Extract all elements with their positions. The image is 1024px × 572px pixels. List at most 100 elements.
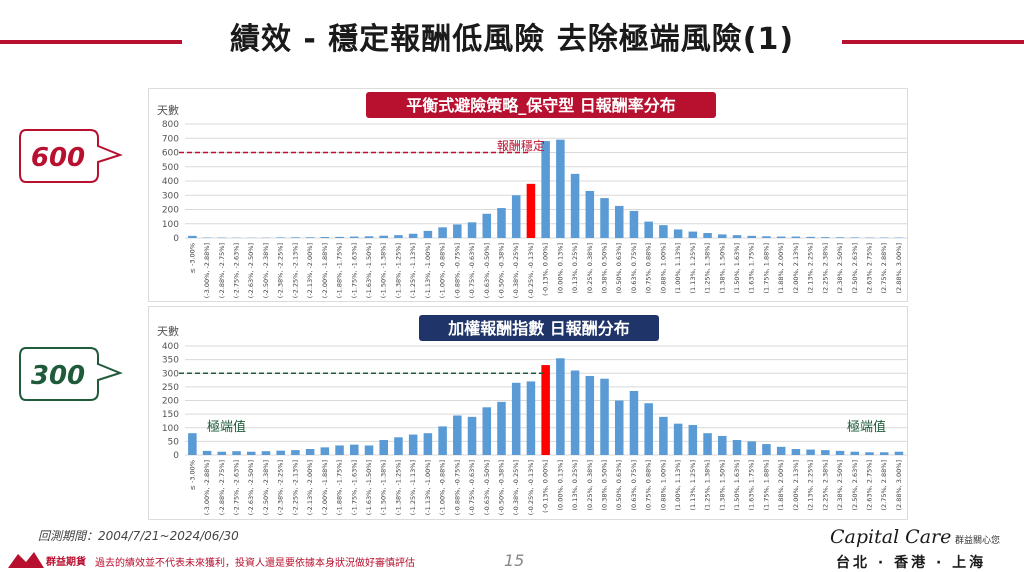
x-tick-label: (0.38%, 0.50%] (601, 460, 609, 511)
x-tick-label: (1.50%, 1.63%] (733, 460, 741, 511)
bar (379, 440, 388, 455)
x-tick-label: (-2.63%, -2.50%] (247, 243, 255, 298)
x-tick-label: (-1.63%, -1.50%] (365, 243, 373, 298)
bar (644, 222, 653, 238)
x-tick-label: (0.50%, 0.63%] (615, 243, 623, 294)
bar (512, 195, 521, 238)
bar (527, 184, 536, 238)
bar (188, 433, 197, 455)
backtest-period: 回測期間：2004/7/21~2024/06/30 (38, 527, 239, 544)
bar (836, 451, 845, 455)
x-tick-label: (-0.13%, 0.00%] (542, 243, 550, 296)
bar (321, 447, 330, 455)
bar (821, 237, 830, 238)
bar (335, 237, 344, 238)
x-tick-label: (-2.75%, -2.63%] (233, 243, 241, 298)
bar (615, 206, 624, 238)
bar (792, 237, 801, 238)
x-tick-label: (-0.25%, -0.13%] (527, 243, 535, 298)
y-tick-label: 300 (162, 191, 179, 201)
y-tick-label: 600 (162, 149, 179, 159)
x-tick-label: (-0.63%, -0.50%] (483, 460, 491, 515)
bar (777, 237, 786, 238)
x-tick-label: (-2.00%, -1.88%] (321, 460, 329, 515)
bar (600, 379, 609, 455)
x-tick-label: (-1.38%, -1.25%] (394, 243, 402, 298)
bar (497, 402, 506, 455)
bar (762, 444, 771, 455)
x-tick-label: (-1.00%, -0.88%] (439, 243, 447, 298)
x-tick-label: (-3.00%, -2.88%] (203, 460, 211, 515)
x-tick-label: (0.75%, 0.88%] (645, 460, 653, 511)
x-tick-label: (-2.38%, -2.25%] (277, 243, 285, 298)
disclaimer: 過去的績效並不代表未來獲利，投資人還是要依據本身狀況做好審慎評估 (95, 554, 415, 569)
bar (674, 229, 683, 238)
y-tick-label: 0 (173, 451, 179, 461)
x-tick-label: (2.13%, 2.25%] (807, 243, 815, 294)
company-name: 群益期貨 (46, 553, 86, 568)
x-tick-label: (1.63%, 1.75%] (748, 460, 756, 511)
chart-bottom-svg: 加權報酬指數 日報酬分布 天數050100150200250300350400 … (149, 307, 907, 519)
bar (615, 401, 624, 456)
title-rule-right (842, 40, 1024, 44)
bar (689, 425, 698, 455)
bar (600, 198, 609, 238)
bar (630, 391, 639, 455)
x-tick-label: (-1.50%, -1.38%] (380, 243, 388, 298)
x-tick-label: (2.50%, 2.63%] (851, 243, 859, 294)
bar (792, 449, 801, 455)
bar (291, 237, 300, 238)
x-tick-label: (-0.88%, -0.75%] (453, 243, 461, 298)
bar (571, 174, 580, 238)
bar (571, 371, 580, 455)
x-tick-label: ≤ -3.00% (188, 460, 196, 491)
x-tick-label: (-1.38%, -1.25%] (394, 460, 402, 515)
x-tick-label: (2.88%, 3.00%] (895, 460, 903, 511)
bar (321, 237, 330, 238)
x-tick-label: (-1.13%, -1.00%] (424, 243, 432, 298)
y-tick-label: 700 (162, 134, 179, 144)
y-axis-label: 天數 (157, 104, 179, 117)
x-tick-label: (-1.50%, -1.38%] (380, 460, 388, 515)
bar (659, 225, 668, 238)
brand-cities: 台北 · 香港 · 上海 (836, 552, 986, 572)
bar (821, 450, 830, 455)
x-tick-label: (-1.63%, -1.50%] (365, 460, 373, 515)
bar (541, 141, 550, 238)
x-tick-label: (1.38%, 1.50%] (718, 243, 726, 294)
bar (218, 452, 227, 455)
bar (247, 452, 256, 455)
bar (703, 433, 712, 455)
bar (438, 227, 447, 238)
y-tick-label: 400 (162, 177, 179, 187)
x-tick-label: (0.13%, 0.25%] (571, 460, 579, 511)
x-tick-label: (2.25%, 2.38%] (821, 460, 829, 511)
bar (541, 365, 550, 455)
x-tick-label: (-2.50%, -2.38%] (262, 460, 270, 515)
x-tick-label: (-2.13%, -2.00%] (306, 243, 314, 298)
bar (512, 383, 521, 455)
x-tick-label: (-1.13%, -1.00%] (424, 460, 432, 515)
bar (394, 437, 403, 455)
x-tick-label: (-0.75%, -0.63%] (468, 243, 476, 298)
bar (276, 451, 285, 455)
page-number: 15 (504, 551, 524, 570)
bar (659, 417, 668, 455)
x-tick-label: (1.75%, 1.88%] (762, 460, 770, 511)
y-tick-label: 150 (162, 410, 179, 420)
x-tick-label: (2.75%, 2.88%] (880, 460, 888, 511)
bar (306, 237, 315, 238)
y-tick-label: 300 (162, 369, 179, 379)
bar (895, 452, 904, 455)
x-tick-label: (1.13%, 1.25%] (689, 460, 697, 511)
title-rule-left (0, 40, 182, 44)
bar (276, 237, 285, 238)
callout-600-text: 600 (31, 143, 85, 173)
x-tick-label: (1.38%, 1.50%] (718, 460, 726, 511)
x-tick-label: (-0.13%, 0.00%] (542, 460, 550, 513)
x-tick-label: (1.88%, 2.00%] (777, 460, 785, 511)
x-tick-label: (2.13%, 2.25%] (807, 460, 815, 511)
x-tick-label: (2.50%, 2.63%] (851, 460, 859, 511)
bar (497, 208, 506, 238)
x-tick-label: (1.00%, 1.13%] (674, 243, 682, 294)
